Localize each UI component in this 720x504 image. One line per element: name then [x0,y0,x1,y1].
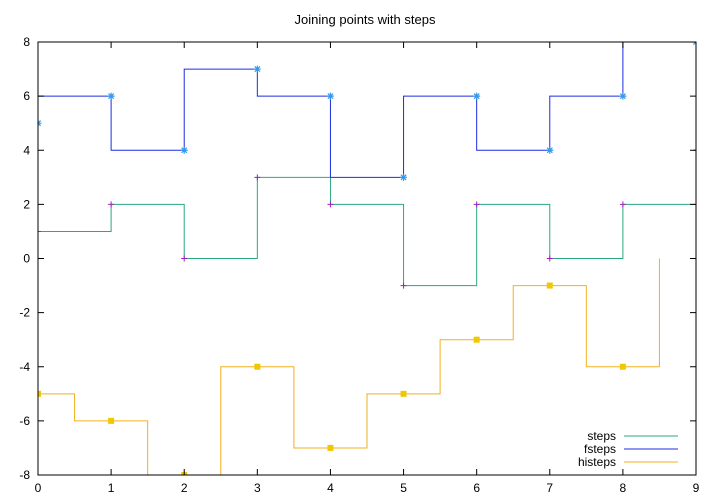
data-point-fsteps [326,92,334,100]
x-tick-label: 1 [108,481,115,495]
x-tick-label: 3 [254,481,261,495]
data-point-fsteps [180,146,188,154]
series-steps [38,147,696,289]
data-point-steps [38,228,41,235]
legend-label-steps: steps [587,429,616,443]
data-point-steps [181,255,188,262]
data-point-histeps [38,390,41,397]
data-point-steps [619,201,626,208]
axes: 0 1 2 3 4 5 6 7 8 9 -8 -6 -4 -2 0 2 4 6 8 [19,35,699,495]
data-point-fsteps [400,173,408,181]
data-point-histeps [546,282,553,289]
y-tick-label: 6 [23,89,30,103]
plot-area [38,42,696,475]
data-point-steps [327,201,334,208]
x-tick-label: 5 [400,481,407,495]
data-point-steps [254,174,261,181]
x-tick-label: 7 [546,481,553,495]
data-point-histeps [619,363,626,370]
x-tick-label: 9 [693,481,700,495]
legend-label-fsteps: fsteps [584,442,616,456]
y-tick-label: 8 [23,35,30,49]
data-point-steps [473,201,480,208]
y-tick-label: -8 [19,468,30,482]
y-tick-label: 0 [23,252,30,266]
data-point-steps [546,255,553,262]
data-point-fsteps [253,65,261,73]
data-point-fsteps [107,92,115,100]
data-point-histeps [473,336,480,343]
x-tick-label: 2 [181,481,188,495]
series-line-histeps [38,258,660,475]
series-histeps [38,258,660,475]
series-line-steps [38,150,696,287]
y-tick-label: -4 [19,360,30,374]
data-point-histeps [327,444,334,451]
data-point-fsteps [619,92,627,100]
data-point-histeps [108,417,115,424]
chart-title: Joining points with steps [295,12,436,27]
y-tick-label: -6 [19,414,30,428]
data-point-histeps [400,390,407,397]
y-tick-label: 4 [23,143,30,157]
data-point-fsteps [473,92,481,100]
data-point-fsteps [546,146,554,154]
data-point-steps [400,282,407,289]
series-line-fsteps [38,42,696,178]
y-tick-label: 2 [23,197,30,211]
data-point-steps [108,201,115,208]
x-tick-label: 4 [327,481,334,495]
legend-label-histeps: histeps [578,455,616,469]
series-fsteps [38,42,696,181]
x-tick-label: 0 [35,481,42,495]
x-tick-label: 6 [473,481,480,495]
y-tick-label: -2 [19,306,30,320]
x-tick-label: 8 [620,481,627,495]
data-point-histeps [254,363,261,370]
